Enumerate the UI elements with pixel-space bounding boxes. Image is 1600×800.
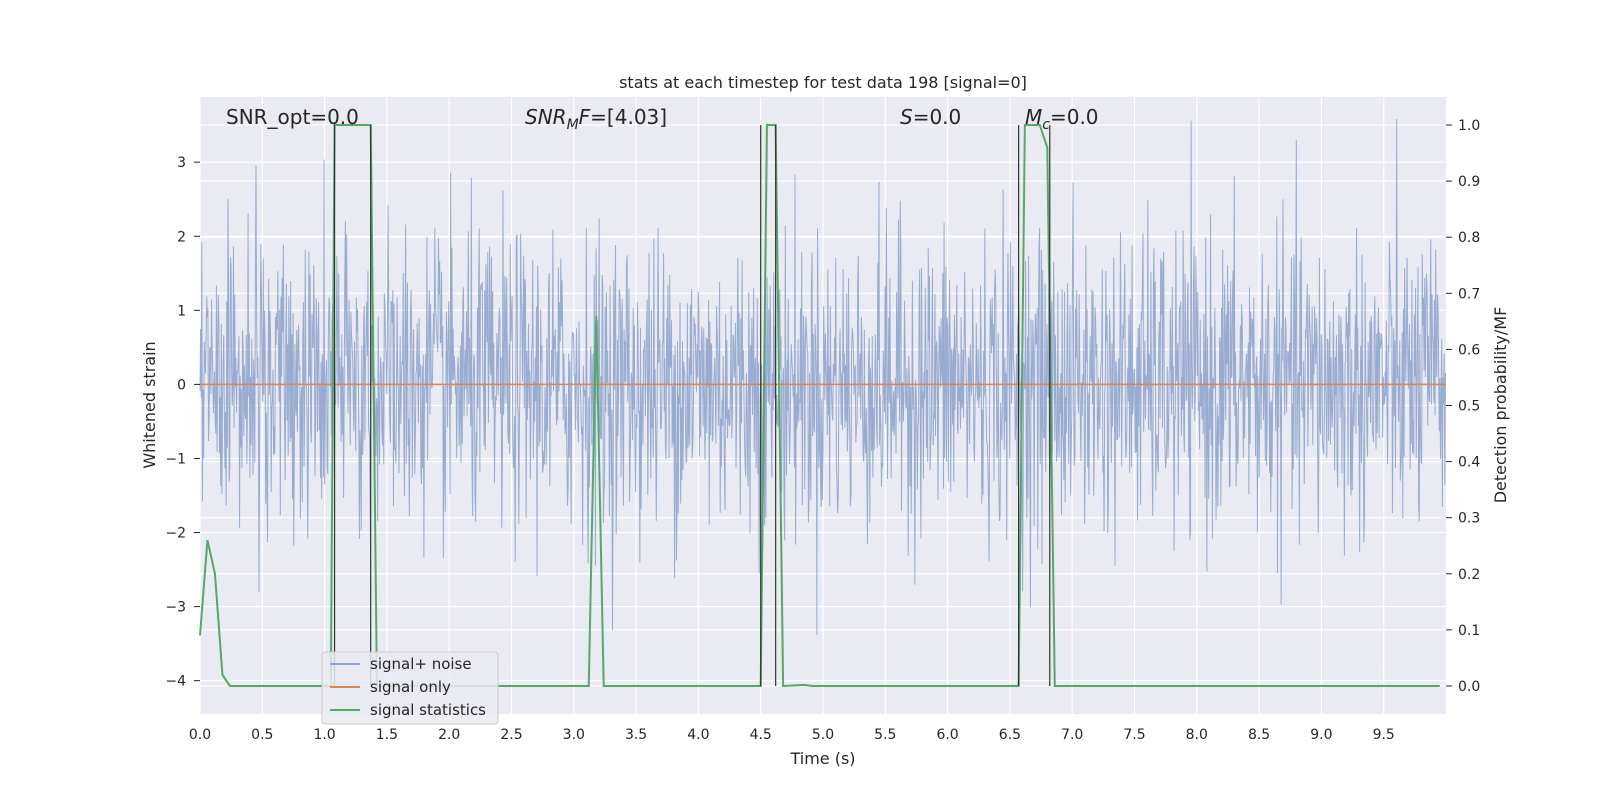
y-tick-label: 3 [177, 155, 186, 171]
y-tick-label: 2 [177, 229, 186, 245]
noise-line [199, 118, 1446, 635]
x-tick-label: 8.5 [1248, 727, 1270, 743]
legend-label-noise: signal+ noise [370, 655, 472, 673]
x-tick-label: 7.0 [1061, 727, 1083, 743]
x-axis-label: Time (s) [789, 749, 855, 768]
stats-series [199, 124, 1440, 688]
y-tick-label: 0 [177, 377, 186, 393]
legend-box [321, 651, 499, 725]
y2-tick-label: 0.3 [1458, 511, 1480, 527]
legend: signal+ noise signal only signal statist… [321, 651, 499, 725]
y2-tick-label: 0.6 [1458, 342, 1480, 358]
annotation-snr-mf: SNRMF=[4.03] [525, 105, 667, 133]
y2-tick-label: 0.9 [1458, 174, 1480, 190]
stats-line [199, 124, 1440, 688]
legend-label-signal: signal only [370, 678, 451, 696]
y2-tick-label: 0.7 [1458, 286, 1480, 302]
y2-tick-label: 0.4 [1458, 455, 1480, 471]
annotation-s: S=0.0 [900, 105, 961, 129]
x-tick-label: 6.5 [999, 727, 1021, 743]
x-tick-label: 7.5 [1123, 727, 1145, 743]
y-axis-label: Whitened strain [140, 341, 159, 468]
y2-tick-label: 0.0 [1458, 679, 1480, 695]
y2-ticks: 1.0 0.9 0.8 0.7 0.6 0.5 0.4 0.3 0.2 0.1 0.0 [1446, 118, 1480, 695]
x-tick-label: 5.5 [874, 727, 896, 743]
x-tick-label: 4.5 [750, 727, 772, 743]
y2-tick-label: 0.1 [1458, 623, 1480, 639]
x-tick-label: 0.5 [251, 727, 273, 743]
y2-tick-label: 0.8 [1458, 230, 1480, 246]
y2-axis-label: Detection probability/MF [1491, 307, 1510, 504]
x-tick-label: 0.0 [189, 727, 211, 743]
annotation-snr-opt: SNR_opt=0.0 [226, 105, 359, 129]
x-tick-label: 4.0 [687, 727, 709, 743]
x-tick-label: 9.5 [1373, 727, 1395, 743]
x-tick-label: 6.0 [936, 727, 958, 743]
y-tick-label: −2 [165, 526, 186, 542]
y-ticks: 3 2 1 0 −1 −2 −3 −4 [165, 155, 200, 690]
y2-tick-label: 1.0 [1458, 118, 1480, 134]
noise-series [199, 118, 1446, 635]
chart-title: stats at each timestep for test data 198… [619, 73, 1027, 92]
y-tick-label: −3 [165, 600, 186, 616]
x-tick-label: 1.0 [313, 727, 335, 743]
annotation-mc: Mc=0.0 [1025, 105, 1099, 133]
y-tick-label: 1 [177, 303, 186, 319]
y-tick-label: −1 [165, 451, 186, 467]
x-tick-label: 5.0 [812, 727, 834, 743]
vertical-markers [333, 125, 1051, 686]
y-tick-label: −4 [165, 674, 186, 690]
legend-label-stats: signal statistics [370, 701, 486, 719]
x-tick-label: 9.0 [1310, 727, 1332, 743]
x-tick-label: 3.5 [625, 727, 647, 743]
x-tick-label: 3.0 [563, 727, 585, 743]
x-tick-label: 1.5 [376, 727, 398, 743]
x-tick-label: 2.5 [500, 727, 522, 743]
annotations: SNR_opt=0.0 SNRMF=[4.03] S=0.0 Mc=0.0 [226, 105, 1099, 133]
x-tick-label: 8.0 [1186, 727, 1208, 743]
y2-tick-label: 0.2 [1458, 567, 1480, 583]
y2-tick-label: 0.5 [1458, 399, 1480, 415]
x-ticks: 0.0 0.5 1.0 1.5 2.0 2.5 3.0 3.5 4.0 4.5 5.0 5.5 6.0 6… [189, 727, 1395, 743]
x-tick-label: 2.0 [438, 727, 460, 743]
